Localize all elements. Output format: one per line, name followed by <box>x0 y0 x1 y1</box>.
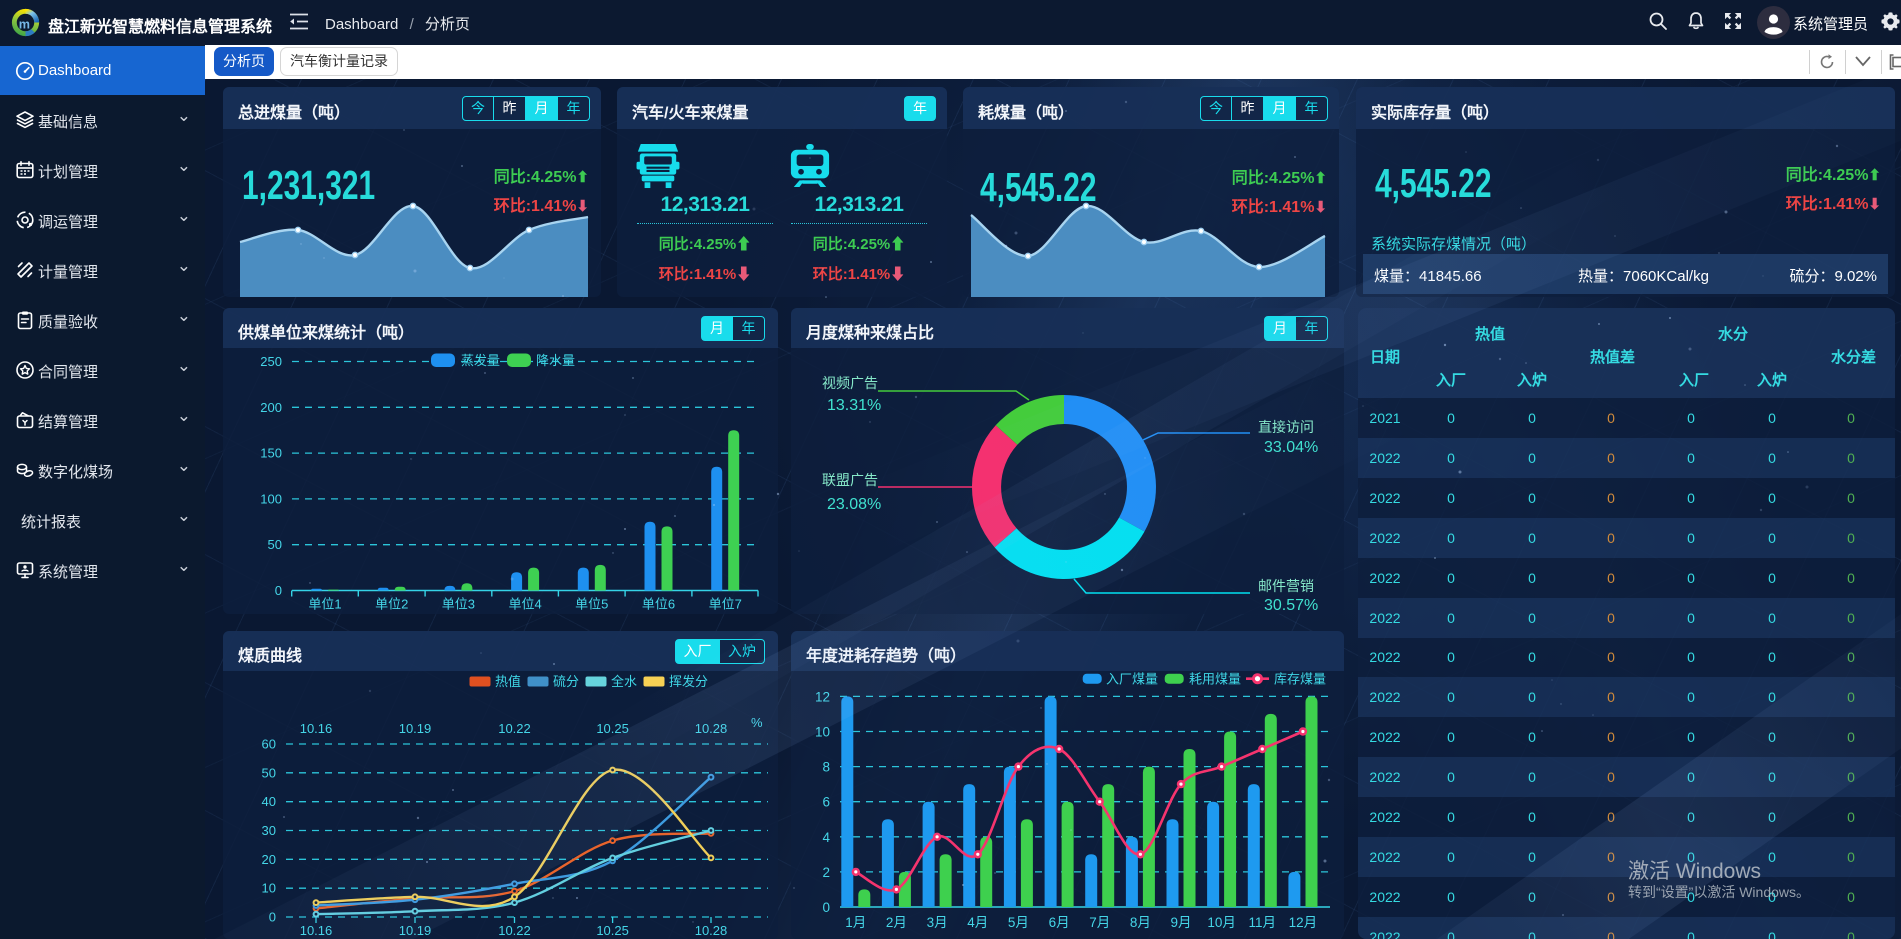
svg-text:10.25: 10.25 <box>596 923 629 938</box>
svg-text:11月: 11月 <box>1249 915 1277 930</box>
svg-text:6: 6 <box>822 795 830 810</box>
svg-text:单位3: 单位3 <box>442 597 475 612</box>
svg-text:30: 30 <box>262 823 276 838</box>
svg-text:150: 150 <box>260 446 282 461</box>
svg-text:单位7: 单位7 <box>709 597 742 612</box>
svg-text:单位6: 单位6 <box>642 597 675 612</box>
svg-text:挥发分: 挥发分 <box>669 674 708 689</box>
svg-text:33.04%: 33.04% <box>1264 439 1318 456</box>
svg-text:10.22: 10.22 <box>498 923 531 938</box>
svg-text:2: 2 <box>822 865 830 880</box>
svg-text:0: 0 <box>269 910 276 925</box>
svg-text:10.25: 10.25 <box>596 721 629 736</box>
svg-text:硫分: 硫分 <box>553 674 579 689</box>
svg-text:10.22: 10.22 <box>498 721 531 736</box>
svg-text:10.28: 10.28 <box>695 923 728 938</box>
svg-text:入厂煤量: 入厂煤量 <box>1106 672 1158 687</box>
svg-text:降水量: 降水量 <box>536 353 575 368</box>
svg-text:联盟广告: 联盟广告 <box>822 472 878 488</box>
svg-text:8: 8 <box>822 760 830 775</box>
svg-text:6月: 6月 <box>1049 915 1070 930</box>
svg-text:20: 20 <box>262 852 276 867</box>
svg-text:10月: 10月 <box>1207 915 1236 930</box>
svg-text:9月: 9月 <box>1170 915 1191 930</box>
svg-text:%: % <box>751 715 763 730</box>
svg-text:单位2: 单位2 <box>375 597 408 612</box>
svg-text:10.16: 10.16 <box>300 923 333 938</box>
svg-text:热值: 热值 <box>495 674 521 689</box>
svg-text:邮件营销: 邮件营销 <box>1258 578 1314 594</box>
svg-text:10.28: 10.28 <box>695 721 728 736</box>
svg-text:23.08%: 23.08% <box>827 496 881 513</box>
svg-text:2月: 2月 <box>886 915 907 930</box>
svg-text:60: 60 <box>262 737 276 752</box>
svg-text:10: 10 <box>815 725 830 740</box>
svg-text:7月: 7月 <box>1089 915 1110 930</box>
svg-text:4: 4 <box>822 830 830 845</box>
svg-text:10.19: 10.19 <box>399 923 432 938</box>
svg-text:12: 12 <box>815 689 830 704</box>
svg-text:40: 40 <box>262 794 276 809</box>
svg-text:0: 0 <box>822 900 830 915</box>
svg-text:4月: 4月 <box>967 915 988 930</box>
svg-text:视频广告: 视频广告 <box>822 375 878 391</box>
svg-text:10.16: 10.16 <box>300 721 333 736</box>
svg-text:1月: 1月 <box>845 915 866 930</box>
svg-text:全水: 全水 <box>611 674 637 689</box>
svg-text:8月: 8月 <box>1130 915 1151 930</box>
svg-text:蒸发量: 蒸发量 <box>461 353 500 368</box>
svg-text:200: 200 <box>260 400 282 415</box>
svg-text:库存煤量: 库存煤量 <box>1274 672 1326 687</box>
svg-text:m: m <box>19 17 30 31</box>
svg-text:5月: 5月 <box>1008 915 1029 930</box>
svg-text:直接访问: 直接访问 <box>1258 419 1314 435</box>
svg-text:50: 50 <box>268 537 282 552</box>
svg-text:12月: 12月 <box>1289 915 1318 930</box>
svg-text:单位1: 单位1 <box>308 597 341 612</box>
svg-text:50: 50 <box>262 765 276 780</box>
svg-text:单位5: 单位5 <box>575 597 608 612</box>
svg-text:3月: 3月 <box>927 915 948 930</box>
svg-text:0: 0 <box>275 583 282 598</box>
svg-text:单位4: 单位4 <box>508 597 541 612</box>
svg-text:10.19: 10.19 <box>399 721 432 736</box>
svg-text:250: 250 <box>260 354 282 369</box>
svg-text:10: 10 <box>262 881 276 896</box>
svg-text:13.31%: 13.31% <box>827 397 881 414</box>
svg-text:30.57%: 30.57% <box>1264 597 1318 614</box>
svg-text:耗用煤量: 耗用煤量 <box>1189 672 1241 687</box>
svg-text:100: 100 <box>260 491 282 506</box>
